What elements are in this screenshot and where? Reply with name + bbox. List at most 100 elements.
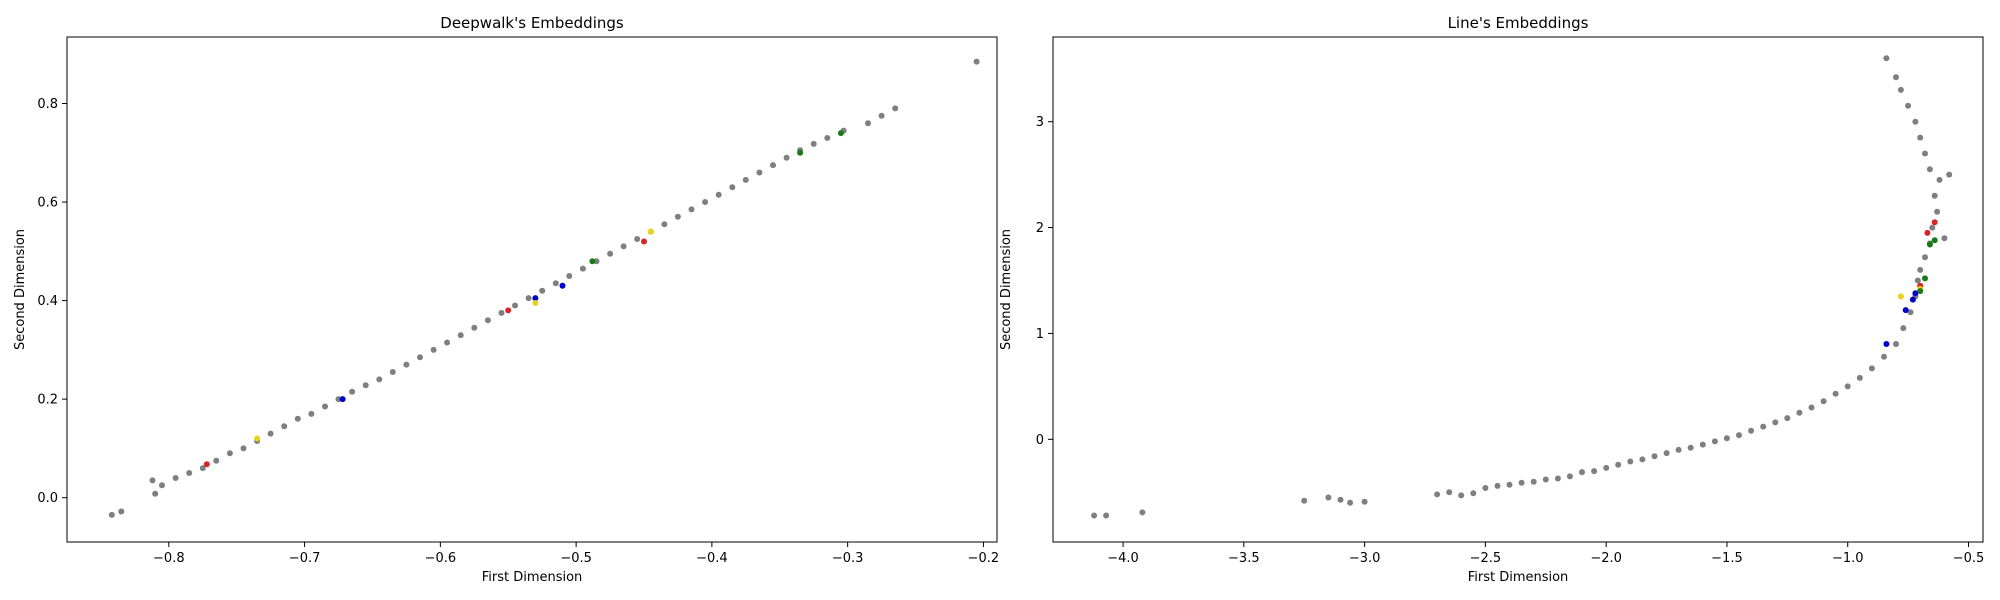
scatter-point <box>525 295 532 302</box>
scatter-point <box>756 169 763 176</box>
x-tick-label: −3.5 <box>1228 551 1260 566</box>
scatter-point <box>1347 499 1354 506</box>
scatter-point <box>1917 134 1924 141</box>
scatter-point <box>1934 208 1941 215</box>
scatter-point <box>1301 497 1308 504</box>
y-tick-label: 0 <box>1036 433 1044 448</box>
scatter-point <box>484 317 491 324</box>
x-tick-label: −3.0 <box>1349 551 1381 566</box>
scatter-point <box>1883 341 1890 347</box>
scatter-point <box>1603 464 1610 471</box>
scatter-point <box>532 300 539 306</box>
scatter-point <box>1912 118 1919 125</box>
scatter-point <box>1554 475 1561 482</box>
scatter-point <box>294 415 301 422</box>
scatter-point <box>1922 275 1928 282</box>
scatter-point <box>1912 290 1919 297</box>
scatter-point <box>1139 509 1146 516</box>
scatter-point <box>824 135 831 141</box>
scatter-point <box>1482 485 1489 491</box>
scatter-point <box>647 228 654 235</box>
scatter-point <box>226 450 233 457</box>
x-tick-label: −2.5 <box>1470 551 1502 566</box>
scatter-point <box>1844 383 1851 390</box>
scatter-point <box>1434 491 1441 498</box>
scatter-point <box>1542 476 1549 483</box>
x-tick-label: −0.2 <box>968 551 1000 566</box>
scatter-point <box>1917 266 1924 273</box>
y-tick-label: 0.8 <box>37 97 58 112</box>
scatter-point <box>199 465 206 472</box>
scatter-point <box>505 307 512 314</box>
scatter-point <box>559 282 566 289</box>
scatter-point <box>1931 219 1938 226</box>
scatter-point <box>1897 86 1904 93</box>
scatter-point <box>1325 494 1332 501</box>
scatter-point <box>1924 229 1931 236</box>
scatter-point <box>1893 341 1899 347</box>
scatter-point <box>593 258 600 265</box>
scatter-point <box>254 435 261 442</box>
scatter-point <box>1579 469 1585 476</box>
scatter-point <box>1917 288 1924 295</box>
scatter-point <box>1772 419 1779 426</box>
scatter-point <box>1091 512 1098 519</box>
scatter-point <box>108 511 115 518</box>
line-chart: −4.0 −3.5 −3.0 −2.5 −2.0 −1.5 −1.0 −0.5 0 1 2 3 Line… <box>999 14 1984 585</box>
x-axis-label: First Dimension <box>482 570 583 585</box>
scatter-point <box>1796 409 1803 416</box>
x-tick-label: −0.5 <box>1953 551 1985 566</box>
scatter-point <box>1808 404 1815 411</box>
scatter-point <box>1881 353 1887 360</box>
scatter-point <box>1820 398 1827 405</box>
scatter-point <box>1470 490 1477 497</box>
scatter-point <box>498 309 505 316</box>
scatter-point <box>172 475 179 481</box>
x-tick-label: −0.4 <box>696 551 728 566</box>
scatter-point <box>1926 166 1933 173</box>
scatter-point <box>1711 438 1718 445</box>
scatter-point <box>1103 512 1110 519</box>
scatter-point <box>552 280 559 287</box>
scatter-point <box>661 221 668 228</box>
scatter-point <box>783 154 790 161</box>
axes-frame <box>66 36 998 543</box>
scatter-point <box>1760 423 1767 430</box>
scatter-point <box>641 238 647 245</box>
scatter-point <box>1931 192 1938 199</box>
scatter-point <box>1931 237 1938 244</box>
scatter-point <box>1907 309 1914 316</box>
scatter-point <box>335 396 342 403</box>
scatter-point <box>281 423 288 430</box>
x-tick-label: −0.3 <box>832 551 864 566</box>
scatter-point <box>1893 74 1899 81</box>
scatter-point <box>203 461 210 468</box>
scatter-point <box>742 176 749 183</box>
scatter-point <box>1675 446 1682 453</box>
scatter-point <box>1929 224 1936 231</box>
x-axis-label: First Dimension <box>1468 570 1569 585</box>
scatter-point <box>1458 492 1465 499</box>
scatter-point <box>1736 432 1742 439</box>
scatter-point <box>532 295 539 302</box>
scatter-point <box>403 361 410 368</box>
scatter-point <box>865 120 871 127</box>
x-tick-label: −1.0 <box>1832 551 1864 566</box>
scatter-point <box>1518 479 1525 486</box>
scatter-point <box>702 199 709 205</box>
scatter-point <box>1905 102 1912 109</box>
scatter-point <box>430 346 437 353</box>
scatter-point <box>349 388 356 395</box>
x-tick-label: −0.6 <box>425 551 457 566</box>
scatter-point <box>389 369 396 375</box>
scatter-point <box>539 287 546 294</box>
scatter-point <box>376 376 383 383</box>
x-tick-label: −4.0 <box>1107 551 1139 566</box>
scatter-point <box>589 258 596 265</box>
scatter-point <box>892 105 899 112</box>
scatter-point <box>1902 307 1909 314</box>
scatter-point <box>1914 277 1921 284</box>
scatter-point <box>417 354 423 361</box>
scatter-point <box>1591 468 1598 475</box>
scatter-point <box>1723 435 1730 442</box>
